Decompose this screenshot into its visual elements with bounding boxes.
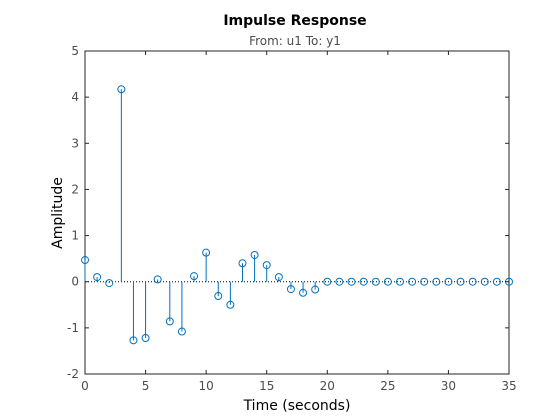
stem-marker [371,277,380,286]
chart-subtitle: From: u1 To: y1 [249,34,341,48]
stem-marker [299,288,308,297]
stem-marker [117,85,126,94]
chart-title: Impulse Response [223,13,366,29]
stem-marker [347,277,356,286]
stem-marker [141,334,150,343]
y-tick-label: 5 [71,44,79,58]
x-tick-label: 5 [142,379,150,393]
y-tick-label: -1 [67,321,79,335]
stem-marker [408,277,417,286]
stem-marker [81,256,89,265]
x-axis-label: Time (seconds) [243,398,351,414]
stem-marker [286,285,295,294]
y-axis-ticks: -2 -1 0 1 2 3 4 5 [67,44,509,381]
stem-marker [250,250,259,259]
stem-marker [190,272,199,281]
x-tick-label: 30 [441,379,456,393]
axes-box [84,50,510,375]
stem-marker [383,277,392,286]
stem-marker [105,279,114,288]
y-tick-label: 0 [71,275,79,289]
stem-marker [274,273,283,282]
stem-marker [153,275,162,284]
x-tick-label: 10 [199,379,214,393]
x-tick-label: 25 [380,379,395,393]
stem-marker [262,261,271,270]
y-tick-label: 3 [71,136,79,150]
stem-marker [177,327,186,336]
y-tick-label: 2 [71,182,79,196]
stem-marker [93,273,102,282]
stem-marker [420,277,429,286]
x-axis-ticks: 0 5 10 15 20 25 30 35 [81,51,517,393]
stem-marker [432,277,441,286]
stem-marker [165,317,174,326]
x-tick-label: 35 [501,379,516,393]
stem-marker [492,277,501,286]
x-tick-label: 0 [81,379,89,393]
stem-marker [395,277,404,286]
stem-marker [480,277,489,286]
stem-series [81,85,513,345]
stem-marker [311,285,320,294]
x-tick-label: 20 [320,379,335,393]
stem-marker [444,277,453,286]
stem-marker [129,336,138,345]
stem-marker [359,277,368,286]
stem-marker [468,277,477,286]
y-tick-label: -2 [67,367,79,381]
y-tick-label: 1 [71,229,79,243]
stem-marker [323,277,332,286]
stem-marker [335,277,344,286]
stem-marker [226,300,235,309]
y-tick-label: 4 [71,90,79,104]
stem-marker [202,248,211,257]
stem-marker [238,259,247,268]
y-axis-label: Amplitude [50,177,66,249]
stem-marker [214,292,223,301]
x-tick-label: 15 [259,379,274,393]
stem-marker [456,277,465,286]
